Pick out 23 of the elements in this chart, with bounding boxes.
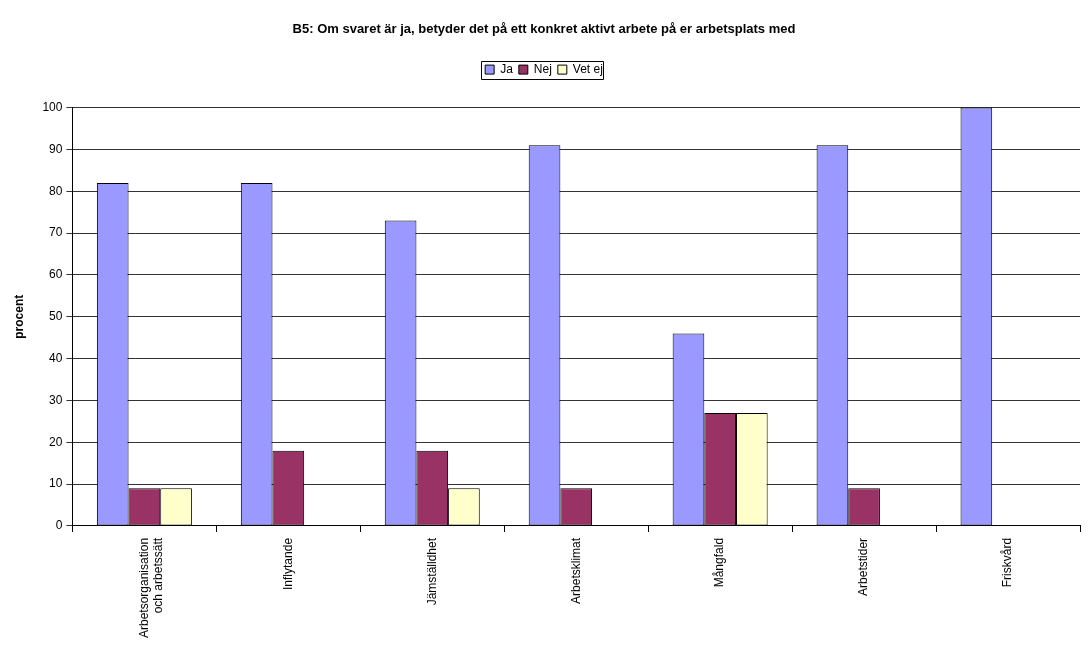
y-tick-label: 80 [49,183,63,198]
legend-label: Ja [500,61,514,76]
y-tick-label: 70 [49,225,63,240]
x-tick-label: Inflytande [280,537,295,590]
y-tick-label: 90 [49,141,63,156]
y-tick-label: 0 [55,518,63,533]
y-tick-label: 50 [49,309,63,324]
x-tick-label: Friskvård [1000,537,1015,588]
y-tick-label: 10 [49,476,63,491]
x-tick-label: Mångfald [712,537,727,588]
x-tick-label: Jämställdhet [424,537,439,606]
y-tick-label: 60 [49,267,63,282]
y-tick-label: 100 [42,99,63,114]
y-tick-label: 20 [49,434,63,449]
x-tick-label: Arbetstider [856,537,871,596]
y-axis-title: procent [11,294,26,339]
x-tick-label: Arbetsorganisation och arbetssätt [136,537,166,638]
chart-title: B5: Om svaret är ja, betyder det på ett konkret aktivt arbete på er arbetsplats med [292,21,796,37]
y-tick-label: 30 [49,392,63,407]
y-tick-label: 40 [49,350,63,365]
legend-label: Nej [533,61,552,76]
legend-label: Vet ej [572,61,603,76]
x-tick-label: Arbetsklimat [568,537,583,604]
